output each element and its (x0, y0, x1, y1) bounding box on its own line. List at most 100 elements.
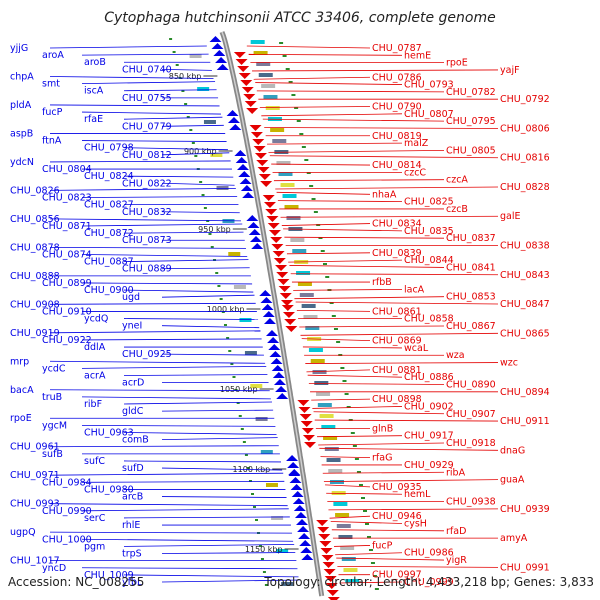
gene-feature-rev-4 (234, 150, 247, 156)
gene-label-left: CHU_0872 (84, 228, 134, 239)
gene-feature-rev-7 (261, 304, 274, 310)
gene-feature-rev-12 (289, 477, 302, 483)
gene-feature-fwd-1 (233, 52, 246, 58)
annotation-block (328, 469, 343, 473)
annotation-block (270, 128, 285, 132)
track-dash (191, 142, 195, 144)
gene-label-left: CHU_0832 (122, 207, 172, 218)
gene-leader-left (161, 294, 255, 298)
track-dash (199, 181, 203, 183)
gene-leader-left (49, 330, 261, 334)
gene-label-right: czcA (446, 175, 468, 186)
gene-label-right: czcC (404, 167, 426, 178)
gene-leader-left (123, 374, 268, 376)
track-dash (325, 276, 330, 278)
track-dash (194, 155, 198, 157)
annotation-block (265, 483, 278, 487)
gene-label-right: CHU_0838 (500, 241, 550, 252)
track-dash (331, 315, 336, 317)
annotation-block (284, 205, 299, 209)
annotation-block (312, 370, 327, 374)
gene-label-right: CHU_0825 (404, 197, 454, 208)
gene-feature-fwd-3 (256, 160, 269, 166)
gene-feature-rev-4 (242, 192, 255, 198)
gene-leader-left (123, 231, 244, 234)
track-dash (285, 68, 290, 70)
gene-leader-left (161, 496, 287, 498)
track-dash (322, 263, 327, 265)
gene-label-right: CHU_0835 (404, 226, 454, 237)
gene-leader-left (49, 302, 256, 305)
gene-label-left: arcB (122, 492, 143, 503)
gene-leader-left (123, 147, 228, 151)
gene-feature-fwd-5 (262, 195, 275, 201)
gene-feature-rev-0 (211, 43, 224, 49)
gene-leader-right (268, 150, 445, 153)
gene-label-right: guaA (500, 475, 525, 486)
gene-label-right: amyA (500, 533, 528, 544)
gene-label-right: CHU_0786 (372, 72, 422, 83)
annotation-block (286, 216, 301, 220)
gene-label-left: serC (84, 513, 106, 524)
gene-label-right: CHU_0792 (500, 94, 550, 105)
gene-label-left: smt (42, 79, 60, 90)
gene-leader-left (49, 360, 266, 364)
gene-leader-right (286, 252, 371, 255)
gene-label-left: rfaE (84, 114, 103, 125)
track-dash (206, 220, 210, 222)
track-dash (301, 146, 306, 148)
gene-label-left: aroA (42, 50, 64, 61)
gene-feature-fwd-5 (267, 223, 280, 229)
gene-label-right: CHU_0938 (446, 497, 496, 508)
gene-label-right: rfaD (446, 526, 466, 537)
gene-label-right: CHU_0986 (404, 548, 454, 559)
gene-leader-right (313, 411, 445, 415)
track-dash (311, 198, 316, 200)
gene-label-left: CHU_0823 (42, 193, 92, 204)
annotation-block (261, 84, 276, 88)
gene-feature-rev-11 (286, 455, 299, 461)
annotation-block (333, 502, 348, 506)
annotation-block (343, 568, 358, 572)
gene-feature-rev-4 (237, 164, 250, 170)
gene-label-left: CHU_0980 (84, 484, 134, 495)
gene-feature-rev-0 (209, 36, 222, 42)
gene-leader-left (81, 338, 262, 341)
gene-leader-left (161, 182, 235, 186)
gene-leader-left (161, 124, 224, 127)
gene-leader-left (161, 267, 250, 270)
gene-label-left: truB (42, 392, 62, 403)
gene-feature-fwd-1 (241, 87, 254, 93)
gene-label-left: CHU_0804 (42, 164, 92, 175)
track-dash (342, 380, 347, 382)
gene-feature-rev-9 (269, 351, 282, 357)
track-dash (232, 376, 236, 378)
gene-feature-fwd-8 (281, 305, 294, 311)
annotation-block (233, 285, 246, 289)
gene-feature-fwd-14 (321, 555, 334, 561)
gene-leader-right (312, 406, 403, 409)
annotation-block (310, 359, 325, 363)
gene-label-right: CHU_0997 (372, 570, 422, 581)
annotation-block (303, 315, 318, 319)
annotation-block (228, 252, 241, 256)
gene-leader-right (339, 581, 403, 584)
gene-leader-right (330, 521, 403, 524)
gene-feature-rev-9 (265, 330, 278, 336)
gene-label-left: CHU_0922 (42, 335, 92, 346)
annotation-block (260, 450, 273, 454)
gene-feature-rev-6 (247, 222, 260, 228)
gene-leader-left (49, 472, 284, 476)
gene-label-right: CHU_0999 (404, 577, 454, 588)
gene-feature-fwd-10 (299, 414, 312, 420)
gene-label-left: comB (122, 435, 149, 446)
gene-leader-left (161, 68, 212, 71)
gene-label-left: gldC (122, 406, 144, 417)
gene-leader-right (264, 127, 499, 129)
gene-feature-fwd-5 (263, 202, 276, 208)
gene-leader-left (49, 531, 293, 534)
gene-leader-right (267, 142, 403, 145)
gene-label-left: sufB (42, 449, 63, 460)
track-dash (291, 94, 296, 96)
gene-feature-rev-12 (299, 540, 312, 546)
